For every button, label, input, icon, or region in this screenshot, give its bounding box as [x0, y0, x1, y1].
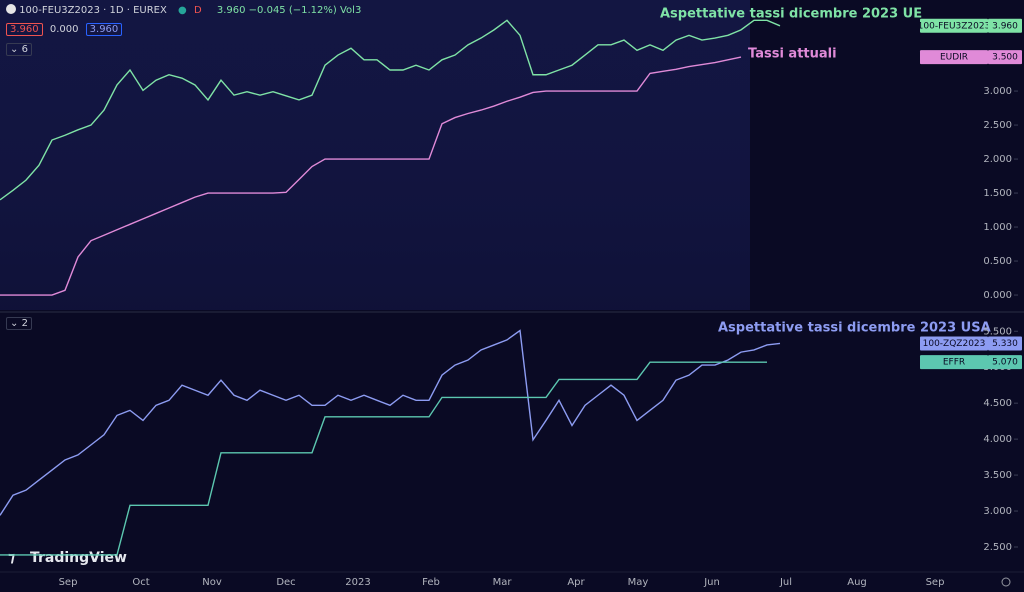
x-tick-label: Sep: [926, 577, 945, 588]
series-line: [0, 56, 742, 296]
y-tick-label: 3.000: [983, 86, 1012, 97]
logo-icon: ⁊: [8, 550, 15, 566]
pane-toggle: ⌄ 6: [6, 43, 32, 56]
settings-icon[interactable]: [1001, 577, 1011, 587]
badge: D: [193, 5, 202, 16]
y-tick-label: 5.500: [983, 326, 1012, 337]
price-label-bg: [920, 50, 988, 65]
price-label-bg: [988, 50, 1022, 65]
pane-count[interactable]: ⌄ 6: [6, 43, 32, 56]
price-label-value: 5.070: [992, 358, 1018, 368]
sell-button[interactable]: 3.960: [6, 23, 43, 36]
annotation: Aspettative tassi dicembre 2023 UE: [660, 7, 922, 22]
annotation: Aspettative tassi dicembre 2023 USA: [718, 321, 991, 336]
spread: 0.000: [49, 24, 79, 35]
x-tick-label: May: [628, 577, 649, 588]
x-tick-label: Jul: [779, 577, 792, 588]
y-tick-label: 1.500: [983, 188, 1012, 199]
change: −0.045 (−1.12%): [248, 5, 337, 16]
x-tick-label: Dec: [276, 577, 295, 588]
price-label-bg: [988, 336, 1022, 351]
header: 100-FEU3Z2023 · 1D · EUREX ● D 3.960 −0.…: [6, 4, 361, 16]
price-label-name: EUDIR: [940, 53, 968, 63]
price-label-bg: [920, 355, 988, 370]
x-tick-label: Oct: [132, 577, 149, 588]
price: 3.960: [216, 5, 246, 16]
y-tick-label: 2.000: [983, 154, 1012, 165]
x-tick-label: Jun: [703, 577, 720, 588]
y-tick-label: 2.500: [983, 542, 1012, 553]
series-line: [0, 361, 767, 556]
y-tick-label: 1.000: [983, 222, 1012, 233]
y-tick-label: 0.500: [983, 256, 1012, 267]
symbol-icon: [6, 4, 16, 14]
y-tick-label: 3.500: [983, 470, 1012, 481]
annotation: Tassi attuali: [748, 47, 837, 62]
x-tick-label: 2023: [345, 577, 370, 588]
pane-count[interactable]: ⌄ 2: [6, 317, 32, 330]
x-tick-label: Sep: [59, 577, 78, 588]
y-tick-label: 2.500: [983, 120, 1012, 131]
y-tick-label: 4.000: [983, 434, 1012, 445]
price-label-bg: [988, 18, 1022, 33]
y-tick-label: 0.000: [983, 290, 1012, 301]
price-label-bg: [920, 18, 988, 33]
price-label-name: 100-FEU3Z2023: [918, 21, 991, 31]
price-label-name: 100-ZQZ2023: [923, 339, 986, 349]
pane-shade: [0, 0, 750, 310]
x-tick-label: Apr: [567, 577, 585, 588]
count: 2: [21, 318, 28, 329]
price-label-value: 3.500: [992, 53, 1018, 63]
price-label-bg: [988, 355, 1022, 370]
volume: Vol3: [339, 5, 362, 16]
x-tick-label: Mar: [493, 577, 513, 588]
status-dot: ●: [178, 5, 187, 16]
buy-button[interactable]: 3.960: [85, 23, 123, 36]
price-label-bg: [920, 336, 988, 351]
price-label-value: 3.960: [992, 21, 1018, 31]
x-tick-label: Feb: [422, 577, 440, 588]
x-tick-label: Aug: [847, 577, 867, 588]
price-label-name: EFFR: [943, 358, 965, 368]
count: 6: [21, 44, 28, 55]
price-label-value: 5.330: [992, 339, 1018, 349]
pane-toggle: ⌄ 2: [6, 317, 32, 330]
series-line: [0, 329, 781, 516]
x-tick-label: Nov: [202, 577, 222, 588]
series-line: [0, 19, 781, 201]
symbol[interactable]: 100-FEU3Z2023 · 1D · EUREX: [19, 5, 167, 16]
y-tick-label: 3.000: [983, 506, 1012, 517]
logo: TradingView: [30, 550, 127, 566]
y-tick-label: 4.500: [983, 398, 1012, 409]
trade-row: 3.960 0.000 3.960: [6, 23, 123, 36]
